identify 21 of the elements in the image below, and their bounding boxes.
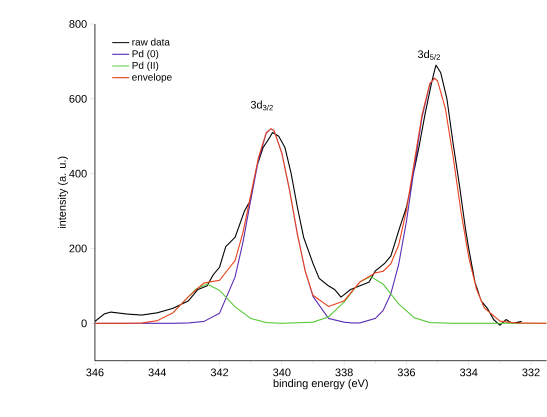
x-tick-label: 346 [86, 368, 104, 376]
legend-label: Pd (II) [132, 62, 158, 72]
y-tick-label: 800 [69, 20, 87, 28]
x-tick-label: 344 [148, 368, 166, 376]
x-tick-label: 338 [335, 368, 353, 376]
x-axis-title: binding energy (eV) [274, 379, 368, 390]
x-tick-label: 334 [460, 368, 478, 376]
x-tick-label: 336 [398, 368, 416, 376]
legend-label: Pd (0) [132, 50, 158, 60]
annotation: 3d$_{3/2}$ [250, 100, 273, 111]
x-tick-label: 332 [522, 368, 540, 376]
y-tick-label: 200 [69, 244, 87, 253]
annotation: 3d$_{5/2}$ [418, 50, 440, 60]
legend-label: raw data [132, 38, 170, 46]
y-axis-title: intensity (a. u.) [58, 156, 68, 228]
x-tick-label: 342 [210, 368, 228, 376]
legend-label: envelope [132, 74, 172, 83]
y-tick-label: 600 [69, 95, 87, 103]
y-tick-label: 400 [69, 170, 87, 178]
x-tick-label: 340 [273, 368, 291, 376]
y-tick-label: 0 [81, 320, 87, 328]
